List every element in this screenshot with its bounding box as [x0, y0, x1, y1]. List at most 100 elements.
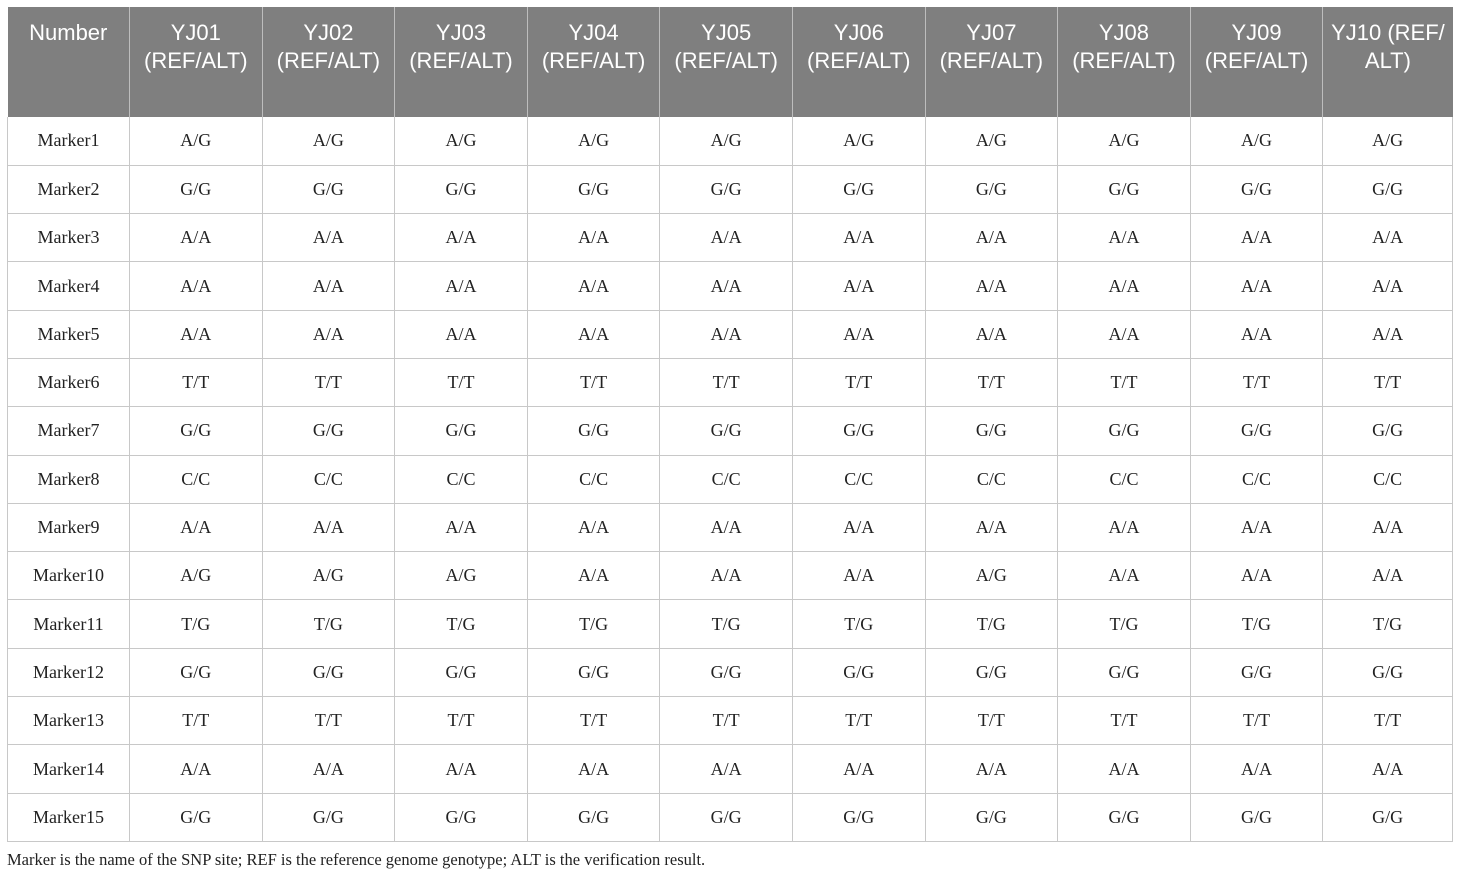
table-body: Marker1 A/G A/G A/G A/G A/G A/G A/G A/G A/G A/G Mar…: [7, 117, 1453, 842]
genotype-table: Number YJ01 (REF/ALT) YJ02 (REF/ALT) YJ0…: [7, 7, 1453, 842]
genotype-cell: G/G: [526, 406, 661, 456]
genotype-cell: T/T: [394, 696, 528, 746]
genotype-cell: G/G: [924, 647, 1059, 698]
genotype-cell: T/G: [129, 599, 263, 649]
genotype-cell: A/G: [1189, 117, 1324, 166]
genotype-cell: G/G: [261, 406, 396, 456]
column-header-yj09: YJ09 (REF/ALT): [1189, 7, 1323, 117]
genotype-cell: A/A: [1189, 309, 1324, 359]
genotype-cell: C/C: [1322, 454, 1453, 504]
genotype-cell: A/G: [1057, 117, 1191, 166]
genotype-cell: G/G: [261, 647, 396, 698]
marker-name-cell: Marker8: [7, 454, 130, 504]
genotype-cell: A/A: [924, 213, 1059, 263]
genotype-cell: A/A: [261, 261, 396, 311]
genotype-cell: G/G: [924, 406, 1059, 456]
genotype-cell: A/A: [526, 261, 661, 311]
genotype-cell: G/G: [791, 164, 926, 215]
table-row: Marker7 G/G G/G G/G G/G G/G G/G G/G G/G G/G G/G: [7, 406, 1453, 456]
genotype-cell: A/G: [924, 551, 1059, 601]
genotype-cell: G/G: [261, 792, 396, 842]
genotype-cell: T/T: [791, 357, 926, 408]
table-row: Marker10 A/G A/G A/G A/A A/A A/A A/G A/A A/A A/A: [7, 551, 1453, 601]
genotype-cell: T/T: [261, 696, 396, 746]
genotype-cell: A/A: [129, 502, 263, 553]
genotype-cell: A/A: [261, 213, 396, 263]
genotype-cell: G/G: [659, 792, 793, 842]
genotype-cell: T/T: [1189, 357, 1324, 408]
genotype-cell: G/G: [129, 647, 263, 698]
genotype-cell: T/T: [924, 357, 1059, 408]
genotype-cell: G/G: [924, 792, 1059, 842]
genotype-cell: A/A: [394, 261, 528, 311]
table-header: Number YJ01 (REF/ALT) YJ02 (REF/ALT) YJ0…: [7, 7, 1453, 117]
table-row: Marker8 C/C C/C C/C C/C C/C C/C C/C C/C C/C C/C: [7, 454, 1453, 504]
genotype-cell: A/A: [526, 502, 661, 553]
genotype-cell: A/A: [526, 551, 661, 601]
genotype-cell: T/T: [659, 357, 793, 408]
genotype-cell: A/A: [1189, 744, 1324, 794]
genotype-cell: G/G: [1322, 792, 1453, 842]
table-row: Marker5 A/A A/A A/A A/A A/A A/A A/A A/A A/A A/A: [7, 309, 1453, 359]
column-header-yj07: YJ07 (REF/ALT): [924, 7, 1058, 117]
table-row: Marker12 G/G G/G G/G G/G G/G G/G G/G G/G G/G G/G: [7, 647, 1453, 698]
genotype-cell: A/A: [791, 309, 926, 359]
genotype-cell: A/G: [261, 117, 396, 166]
genotype-cell: G/G: [526, 647, 661, 698]
genotype-cell: C/C: [129, 454, 263, 504]
genotype-cell: A/A: [791, 261, 926, 311]
genotype-cell: C/C: [261, 454, 396, 504]
column-header-label: YJ08 (REF/ALT): [1072, 20, 1176, 73]
genotype-cell: A/G: [659, 117, 793, 166]
genotype-cell: A/A: [129, 309, 263, 359]
genotype-cell: T/G: [1322, 599, 1453, 649]
marker-name-cell: Marker1: [7, 117, 130, 166]
genotype-cell: A/A: [924, 744, 1059, 794]
table-row: Marker6 T/T T/T T/T T/T T/T T/T T/T T/T T/T T/T: [7, 357, 1453, 408]
genotype-cell: A/A: [1057, 744, 1191, 794]
genotype-cell: A/G: [394, 117, 528, 166]
marker-name-cell: Marker7: [7, 406, 130, 456]
genotype-cell: G/G: [394, 406, 528, 456]
genotype-cell: G/G: [526, 792, 661, 842]
genotype-cell: G/G: [129, 406, 263, 456]
genotype-cell: A/A: [1322, 744, 1453, 794]
genotype-cell: G/G: [526, 164, 661, 215]
genotype-cell: G/G: [1057, 406, 1191, 456]
genotype-cell: A/A: [1322, 261, 1453, 311]
genotype-cell: A/A: [394, 309, 528, 359]
genotype-cell: A/A: [924, 309, 1059, 359]
genotype-cell: A/A: [1322, 502, 1453, 553]
genotype-cell: A/A: [261, 744, 396, 794]
genotype-cell: A/A: [1057, 261, 1191, 311]
table-row: Marker13 T/T T/T T/T T/T T/T T/T T/T T/T T/T T/T: [7, 696, 1453, 746]
marker-name-cell: Marker9: [7, 502, 130, 553]
table-row: Marker14 A/A A/A A/A A/A A/A A/A A/A A/A A/A A/A: [7, 744, 1453, 794]
genotype-cell: A/A: [394, 502, 528, 553]
genotype-cell: T/G: [1057, 599, 1191, 649]
genotype-cell: A/A: [129, 213, 263, 263]
genotype-cell: T/G: [526, 599, 661, 649]
genotype-cell: A/A: [659, 309, 793, 359]
genotype-cell: G/G: [659, 647, 793, 698]
genotype-cell: G/G: [1189, 647, 1324, 698]
column-header-yj08: YJ08 (REF/ALT): [1057, 7, 1191, 117]
genotype-table-container: Number YJ01 (REF/ALT) YJ02 (REF/ALT) YJ0…: [7, 7, 1453, 842]
genotype-cell: G/G: [924, 164, 1059, 215]
genotype-cell: A/A: [1057, 502, 1191, 553]
table-row: Marker9 A/A A/A A/A A/A A/A A/A A/A A/A A/A A/A: [7, 502, 1453, 553]
genotype-cell: T/T: [394, 357, 528, 408]
genotype-cell: A/A: [1189, 551, 1324, 601]
column-header-label: YJ09 (REF/ALT): [1204, 20, 1309, 73]
marker-name-cell: Marker3: [7, 213, 130, 263]
genotype-cell: T/T: [1322, 696, 1453, 746]
genotype-cell: T/T: [1189, 696, 1324, 746]
genotype-cell: C/C: [526, 454, 661, 504]
genotype-cell: A/A: [924, 261, 1059, 311]
genotype-cell: A/G: [129, 551, 263, 601]
column-header-yj06: YJ06 (REF/ALT): [791, 7, 926, 117]
genotype-cell: T/G: [394, 599, 528, 649]
genotype-cell: G/G: [1057, 792, 1191, 842]
genotype-cell: G/G: [659, 164, 793, 215]
genotype-cell: G/G: [129, 164, 263, 215]
